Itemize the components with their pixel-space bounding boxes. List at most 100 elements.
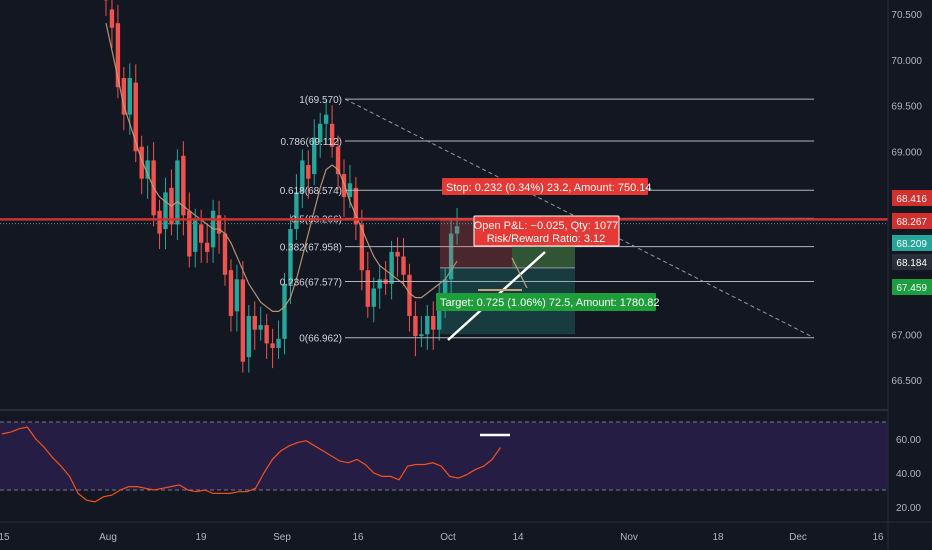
time-tick-label: 19 — [195, 532, 207, 543]
time-tick-label: Aug — [99, 532, 117, 543]
candle-body[interactable] — [448, 233, 454, 280]
candle-body[interactable] — [341, 174, 347, 197]
candle-body[interactable] — [157, 210, 162, 234]
price-marker-label: 68.267 — [896, 217, 927, 228]
price-tick-label: 66.500 — [891, 376, 922, 387]
price-marker[interactable]: 68.209 — [892, 235, 932, 251]
price-marker[interactable]: 67.459 — [892, 279, 932, 295]
price-marker-background — [892, 213, 932, 229]
candle-body[interactable] — [454, 226, 460, 234]
candle-body[interactable] — [377, 279, 382, 289]
candle-body[interactable] — [270, 343, 275, 348]
candle-body[interactable] — [127, 78, 132, 115]
fibonacci-retracement[interactable]: 1(69.570)0.786(69.112)0.618(68.574)0.5(6… — [0, 95, 888, 345]
rr-label-text: Risk/Reward Ratio: 3.12 — [487, 233, 606, 245]
candle-body[interactable] — [353, 187, 359, 225]
candle-body[interactable] — [240, 279, 246, 362]
candle-body[interactable] — [193, 219, 198, 252]
candle-body[interactable] — [133, 82, 138, 152]
fib-level-label: 1(69.570) — [299, 95, 342, 106]
candle-body[interactable] — [371, 288, 376, 307]
rsi-tick-label: 40.00 — [896, 469, 921, 480]
candle-body[interactable] — [323, 114, 329, 124]
time-tick-label: 15 — [0, 532, 10, 543]
rsi-pane[interactable] — [0, 421, 888, 503]
candle-body[interactable] — [264, 325, 269, 344]
candle-body[interactable] — [365, 270, 370, 307]
candle-body[interactable] — [175, 160, 180, 225]
candle-body[interactable] — [163, 192, 168, 230]
price-tick-label: 67.000 — [891, 330, 922, 341]
candle-body[interactable] — [199, 224, 204, 243]
price-marker-label: 68.416 — [896, 194, 927, 205]
price-tick-label: 69.000 — [891, 147, 922, 158]
candle-body[interactable] — [258, 325, 263, 330]
price-axis[interactable]: 70.50070.00069.50069.00068.50067.50067.0… — [891, 10, 932, 387]
price-marker-background — [892, 279, 932, 295]
candle-body[interactable] — [294, 192, 299, 230]
candle-body[interactable] — [282, 283, 287, 339]
candle-body[interactable] — [312, 137, 317, 175]
candle-body[interactable] — [187, 210, 192, 257]
candle-body[interactable] — [437, 302, 442, 330]
target-label-box[interactable]: Target: 0.725 (1.06%) 72.5, Amount: 1780… — [436, 293, 660, 311]
candle-body[interactable] — [139, 146, 144, 179]
candle-body[interactable] — [425, 315, 430, 335]
time-tick-label: 16 — [352, 532, 364, 543]
time-tick-label: Nov — [620, 532, 638, 543]
candle-body[interactable] — [288, 229, 293, 284]
candle-body[interactable] — [109, 9, 115, 28]
stop-label-background — [442, 178, 648, 195]
candle-body[interactable] — [246, 315, 251, 358]
candle-body[interactable] — [359, 224, 365, 271]
candle-body[interactable] — [234, 279, 240, 312]
candle-body[interactable] — [181, 155, 186, 216]
candle-body[interactable] — [306, 164, 311, 179]
candle-body[interactable] — [228, 270, 234, 316]
pnl-label-background — [473, 215, 620, 247]
candle-body[interactable] — [389, 251, 394, 284]
candle-body[interactable] — [145, 160, 150, 179]
stop-label-box[interactable]: Stop: 0.232 (0.34%) 23.2, Amount: 750.14 — [442, 178, 651, 195]
rsi-tick-label: 60.00 — [896, 435, 921, 446]
candle-body[interactable] — [395, 251, 400, 257]
candle-body[interactable] — [401, 256, 406, 275]
candle-body[interactable] — [276, 338, 281, 348]
time-tick-label: Sep — [273, 532, 291, 543]
candle-body[interactable] — [222, 233, 228, 275]
candle-body[interactable] — [318, 123, 323, 143]
candle-body[interactable] — [413, 315, 418, 337]
time-tick-label: 18 — [712, 532, 724, 543]
price-marker[interactable]: 68.416 — [892, 190, 932, 206]
candle-body[interactable] — [335, 146, 341, 175]
candle-body[interactable] — [431, 315, 436, 330]
sma-line[interactable] — [105, 22, 458, 312]
time-tick-label: Dec — [789, 532, 807, 543]
candle-body[interactable] — [407, 274, 412, 316]
time-axis[interactable]: 15 Aug 19 Sep 16 Oct 14 Nov 18 Dec 16 — [0, 532, 884, 543]
candle-body[interactable] — [442, 279, 448, 303]
price-marker-label: 67.459 — [896, 283, 927, 294]
price-pane[interactable] — [0, 0, 888, 373]
fib-level-label: 0.618(68.574) — [280, 186, 342, 197]
rsi-line[interactable] — [1, 426, 501, 503]
fib-trend-line[interactable] — [344, 98, 815, 339]
candle-body[interactable] — [204, 242, 210, 252]
candle-body[interactable] — [329, 123, 335, 147]
candle-body[interactable] — [300, 160, 305, 193]
price-tick-label: 69.500 — [891, 102, 922, 113]
position-tool[interactable]: Stop: 0.232 (0.34%) 23.2, Amount: 750.14… — [436, 178, 660, 341]
time-tick-label: 16 — [872, 532, 884, 543]
price-marker[interactable]: 68.267 — [892, 213, 932, 229]
price-marker-background — [892, 254, 932, 270]
candle-body[interactable] — [419, 334, 424, 337]
time-tick-label: 14 — [512, 532, 524, 543]
candle-body[interactable] — [121, 78, 127, 115]
candle-body[interactable] — [216, 215, 222, 234]
stop-label-text: Stop: 0.232 (0.34%) 23.2, Amount: 750.14 — [446, 182, 651, 194]
price-marker[interactable]: 68.184 — [892, 254, 932, 270]
candle-body[interactable] — [252, 315, 257, 330]
candle-body[interactable] — [115, 23, 121, 88]
